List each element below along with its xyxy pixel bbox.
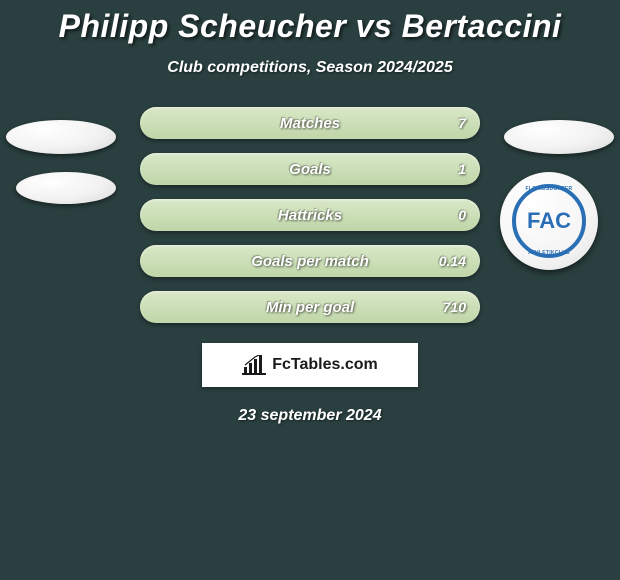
stat-row: Hattricks 0 — [0, 199, 620, 231]
stat-value-right: 1 — [458, 161, 466, 177]
stat-label: Hattricks — [278, 207, 342, 224]
stat-label: Goals — [289, 161, 331, 178]
stat-bar-goals: Goals 1 — [140, 153, 480, 185]
stat-value-right: 7 — [458, 115, 466, 131]
chart-icon — [242, 355, 266, 375]
stat-row: Min per goal 710 — [0, 291, 620, 323]
date-label: 23 september 2024 — [0, 407, 620, 425]
page-subtitle: Club competitions, Season 2024/2025 — [0, 59, 620, 77]
stat-label: Min per goal — [266, 299, 354, 316]
stat-label: Matches — [280, 115, 340, 132]
stat-bar-matches: Matches 7 — [140, 107, 480, 139]
stat-row: Goals per match 0.14 — [0, 245, 620, 277]
stat-value-right: 0 — [458, 207, 466, 223]
stat-value-right: 710 — [443, 299, 466, 315]
page-title: Philipp Scheucher vs Bertaccini — [0, 0, 620, 45]
stat-bar-min-per-goal: Min per goal 710 — [140, 291, 480, 323]
stats-container: Matches 7 Goals 1 Hattricks 0 Goals per … — [0, 107, 620, 323]
stat-row: Goals 1 — [0, 153, 620, 185]
stat-value-right: 0.14 — [439, 253, 466, 269]
source-logo-text: FcTables.com — [272, 356, 378, 374]
source-logo: FcTables.com — [202, 343, 418, 387]
stat-bar-goals-per-match: Goals per match 0.14 — [140, 245, 480, 277]
stat-bar-hattricks: Hattricks 0 — [140, 199, 480, 231]
stat-row: Matches 7 — [0, 107, 620, 139]
stat-label: Goals per match — [251, 253, 369, 270]
